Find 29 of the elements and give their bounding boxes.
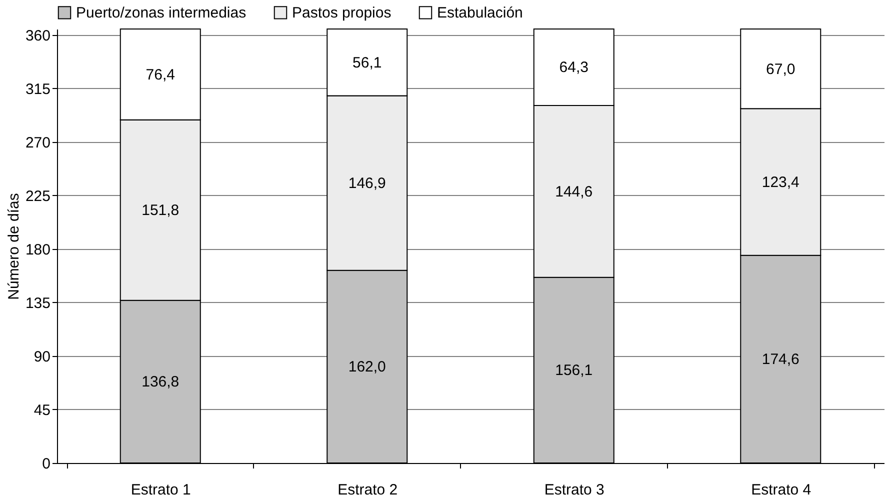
legend-label: Pastos propios (292, 4, 392, 22)
data-label: 136,8 (142, 374, 180, 391)
x-tick-label: Estrato 3 (544, 482, 604, 498)
data-label: 162,0 (348, 358, 386, 376)
data-label: 123,4 (762, 174, 800, 192)
legend-label: Puerto/zonas intermedias (76, 4, 246, 22)
x-tick-label: Estrato 1 (130, 482, 191, 498)
data-label: 144,6 (555, 183, 593, 200)
data-label: 67,0 (766, 60, 796, 78)
x-tick-label: Estrato 4 (751, 482, 812, 498)
data-label: 146,9 (348, 175, 386, 192)
data-label: 56,1 (352, 54, 382, 72)
y-tick-label: 270 (25, 134, 50, 152)
y-axis-title: Número de días (5, 193, 22, 300)
y-tick-label: 225 (25, 188, 50, 205)
y-tick-label: 360 (25, 27, 50, 44)
y-tick-label: 0 (42, 456, 50, 472)
data-label: 151,8 (142, 202, 180, 220)
y-tick-label: 135 (25, 294, 50, 312)
legend-label: Estabulación (437, 4, 523, 22)
data-label: 64,3 (559, 59, 588, 76)
data-label: 76,4 (146, 66, 175, 84)
y-tick-label: 315 (25, 80, 50, 98)
y-tick-label: 90 (34, 348, 50, 366)
y-tick-label: 45 (34, 402, 50, 419)
x-tick-label: Estrato 2 (338, 482, 398, 498)
data-label: 174,6 (762, 351, 800, 368)
y-tick-label: 180 (25, 241, 50, 258)
data-label: 156,1 (555, 362, 593, 380)
